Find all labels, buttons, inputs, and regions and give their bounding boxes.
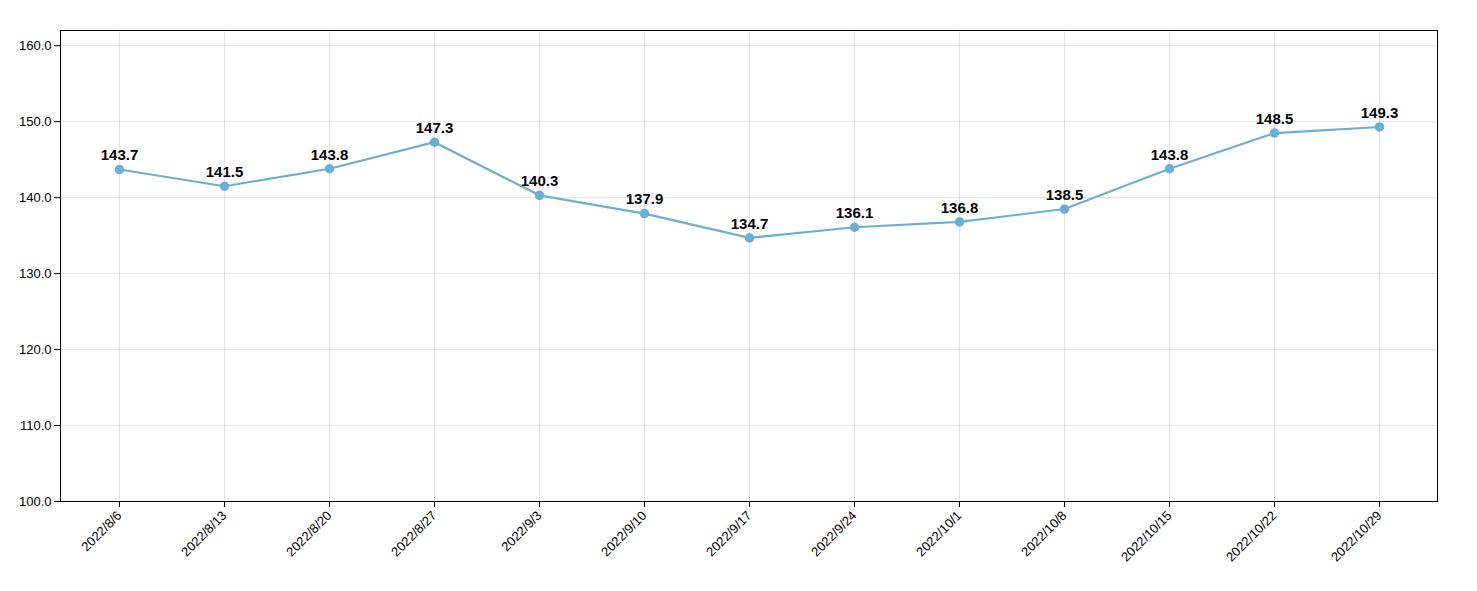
svg-text:136.8: 136.8 (941, 199, 979, 216)
svg-text:141.5: 141.5 (206, 163, 244, 180)
svg-text:148.5: 148.5 (1256, 110, 1294, 127)
svg-text:143.8: 143.8 (1151, 146, 1189, 163)
svg-text:2022/10/29: 2022/10/29 (1328, 508, 1385, 565)
svg-text:147.3: 147.3 (416, 119, 454, 136)
svg-text:140.0: 140.0 (19, 190, 52, 205)
svg-text:137.9: 137.9 (626, 190, 664, 207)
svg-text:2022/10/8: 2022/10/8 (1018, 508, 1070, 560)
svg-text:140.3: 140.3 (521, 172, 559, 189)
svg-text:150.0: 150.0 (19, 114, 52, 129)
svg-text:2022/9/3: 2022/9/3 (498, 508, 544, 554)
svg-text:136.1: 136.1 (836, 204, 874, 221)
svg-text:2022/8/13: 2022/8/13 (178, 508, 230, 560)
svg-text:143.7: 143.7 (101, 146, 139, 163)
svg-text:2022/9/24: 2022/9/24 (808, 508, 860, 560)
svg-text:134.7: 134.7 (731, 215, 769, 232)
svg-text:2022/10/22: 2022/10/22 (1223, 508, 1280, 565)
svg-text:2022/8/20: 2022/8/20 (283, 508, 335, 560)
svg-text:110.0: 110.0 (20, 418, 52, 433)
svg-text:130.0: 130.0 (19, 266, 52, 281)
svg-text:2022/10/1: 2022/10/1 (913, 508, 965, 560)
svg-text:2022/9/17: 2022/9/17 (703, 508, 755, 560)
svg-text:2022/10/15: 2022/10/15 (1118, 508, 1175, 565)
svg-text:143.8: 143.8 (311, 146, 349, 163)
svg-text:160.0: 160.0 (19, 38, 52, 53)
svg-text:2022/8/27: 2022/8/27 (388, 508, 440, 560)
svg-text:2022/9/10: 2022/9/10 (598, 508, 650, 560)
svg-text:100.0: 100.0 (19, 494, 52, 509)
svg-text:149.3: 149.3 (1361, 104, 1399, 121)
svg-text:2022/8/6: 2022/8/6 (78, 508, 124, 554)
svg-text:138.5: 138.5 (1046, 186, 1084, 203)
svg-text:120.0: 120.0 (19, 342, 52, 357)
